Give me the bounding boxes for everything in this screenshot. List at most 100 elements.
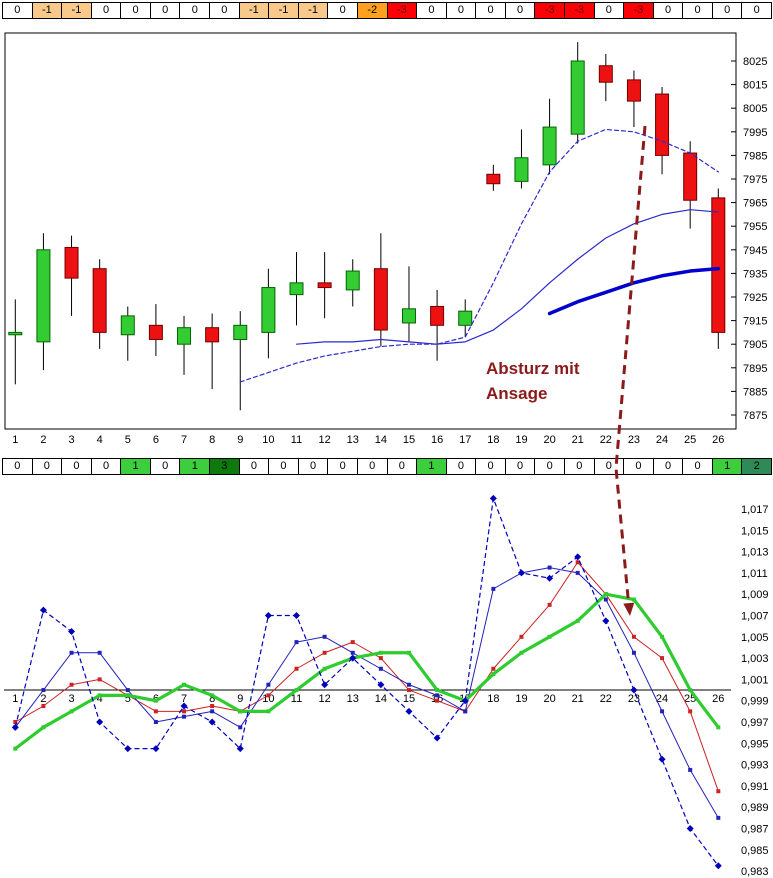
square-marker <box>407 688 411 692</box>
signal-cell: 0 <box>3 459 33 474</box>
y-axis-label: 1,015 <box>741 525 769 537</box>
signal-cell: 3 <box>210 459 240 474</box>
square-marker <box>41 704 45 708</box>
x-axis-label: 9 <box>237 434 243 446</box>
signal-cell: 0 <box>683 459 713 474</box>
square-marker <box>210 704 214 708</box>
x-axis-label: 2 <box>40 693 46 705</box>
square-marker <box>407 683 411 687</box>
candle-up <box>234 325 247 339</box>
x-axis-label: 18 <box>487 434 499 446</box>
signal-cell: -1 <box>62 3 92 18</box>
square-marker <box>182 683 186 687</box>
y-axis-label: 0,995 <box>741 738 769 750</box>
x-axis-label: 9 <box>237 693 243 705</box>
y-axis-label: 1,003 <box>741 653 769 665</box>
x-axis-label: 19 <box>515 693 527 705</box>
candle-down <box>627 80 640 101</box>
x-axis-label: 26 <box>712 693 724 705</box>
x-axis-label: 12 <box>318 434 330 446</box>
square-marker <box>660 709 664 713</box>
square-marker <box>70 651 74 655</box>
diamond-marker <box>602 617 609 624</box>
square-marker <box>295 640 299 644</box>
square-marker <box>70 709 74 713</box>
signal-cell: 0 <box>210 3 240 18</box>
square-marker <box>379 656 383 660</box>
signal-cell: 0 <box>476 3 506 18</box>
candle-up <box>37 250 50 342</box>
signal-cell: 0 <box>3 3 33 18</box>
square-marker <box>154 720 158 724</box>
x-axis-label: 4 <box>97 434 103 446</box>
square-marker <box>182 715 186 719</box>
y-axis-label: 1,017 <box>741 504 769 516</box>
square-marker <box>660 656 664 660</box>
square-marker <box>126 693 130 697</box>
square-marker <box>548 635 552 639</box>
x-axis-label: 1 <box>12 693 18 705</box>
signal-cell: 0 <box>358 459 388 474</box>
square-marker <box>13 747 17 751</box>
y-axis-label: 0,993 <box>741 760 769 772</box>
diamond-marker <box>687 825 694 832</box>
x-axis-label: 2 <box>40 434 46 446</box>
signal-cell: 0 <box>328 459 358 474</box>
x-axis-label: 21 <box>572 434 584 446</box>
x-axis-label: 18 <box>487 693 499 705</box>
square-marker <box>604 592 608 596</box>
candle-down <box>656 94 669 155</box>
square-marker <box>716 789 720 793</box>
x-axis-label: 24 <box>656 434 668 446</box>
candlestick-chart: 8025801580057995798579757965795579457935… <box>0 22 773 458</box>
plot-border <box>5 33 736 429</box>
signal-cell: -3 <box>624 3 654 18</box>
square-marker <box>632 651 636 655</box>
y-axis-label: 0,997 <box>741 717 769 729</box>
square-marker <box>41 688 45 692</box>
signal-cell: 0 <box>565 459 595 474</box>
x-axis-label: 14 <box>375 693 387 705</box>
y-axis-label: 1,011 <box>741 568 768 580</box>
square-marker <box>491 587 495 591</box>
signal-cell: 0 <box>388 459 418 474</box>
y-axis-label: 0,983 <box>741 866 769 878</box>
signal-cell: 0 <box>328 3 358 18</box>
square-marker <box>716 725 720 729</box>
square-marker <box>323 635 327 639</box>
diamond-marker <box>659 756 666 763</box>
square-marker <box>238 709 242 713</box>
signal-cell: -2 <box>358 3 388 18</box>
square-marker <box>295 667 299 671</box>
square-marker <box>98 677 102 681</box>
y-axis-label: 1,013 <box>741 547 769 559</box>
x-axis-label: 10 <box>262 434 274 446</box>
x-axis-label: 20 <box>543 693 555 705</box>
square-marker <box>548 566 552 570</box>
y-axis-label: 7955 <box>743 221 767 233</box>
signal-cell: 0 <box>180 3 210 18</box>
square-marker <box>576 571 580 575</box>
signal-cell: 1 <box>121 459 151 474</box>
x-axis-label: 14 <box>375 434 387 446</box>
x-axis-label: 3 <box>68 434 74 446</box>
x-axis-label: 26 <box>712 434 724 446</box>
diamond-marker <box>96 719 103 726</box>
square-marker <box>210 693 214 697</box>
square-marker <box>632 598 636 602</box>
signal-cell: 0 <box>447 3 477 18</box>
square-marker <box>548 603 552 607</box>
square-marker <box>98 651 102 655</box>
diamond-marker <box>490 495 497 502</box>
signal-cell: 0 <box>595 459 625 474</box>
signal-cell: 0 <box>535 459 565 474</box>
signal-cell: 0 <box>299 459 329 474</box>
square-marker <box>154 699 158 703</box>
x-axis-label: 23 <box>628 693 640 705</box>
square-marker <box>491 667 495 671</box>
signal-cell: 0 <box>92 459 122 474</box>
square-marker <box>41 725 45 729</box>
candle-up <box>262 288 275 333</box>
signal-cell: 0 <box>654 3 684 18</box>
y-axis-label: 1,005 <box>741 632 769 644</box>
